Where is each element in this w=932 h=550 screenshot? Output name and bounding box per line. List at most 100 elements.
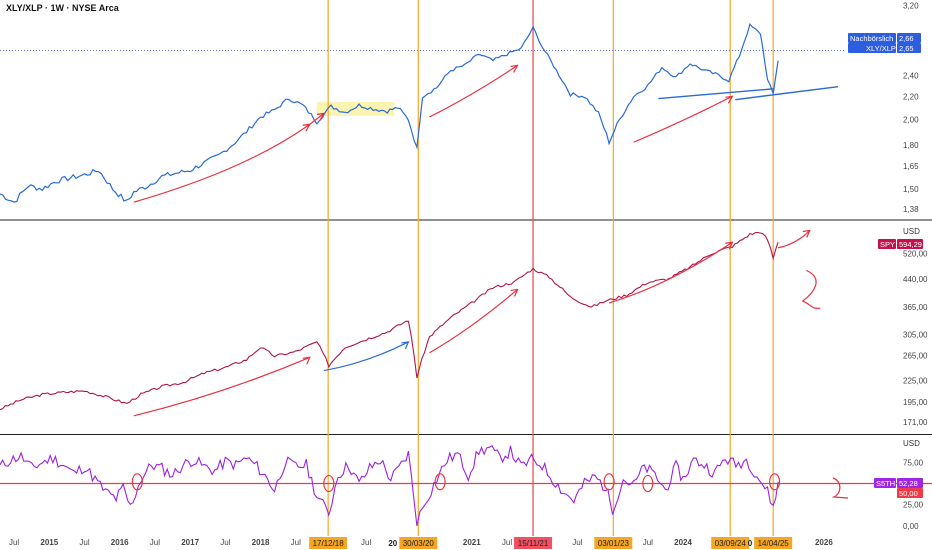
ratio-y-tick: 1,65 [903,162,919,171]
time-axis-tick: Jul [79,538,89,547]
ratio-y-tick: 2,20 [903,92,919,101]
annotation-arrow [777,230,811,249]
annotation-arrow [633,95,733,143]
ratio-y-tick: 2,00 [903,115,919,124]
time-marker-prefix: 20 [388,539,397,548]
ratio-series-line [0,23,779,203]
s5th-label-box [897,478,923,488]
support-trendline [658,88,775,100]
annotation-squiggle [801,269,821,309]
arrow-head [302,356,311,365]
time-marker-box [594,537,633,549]
time-axis-tick: 2015 [40,538,58,547]
time-marker-box [399,537,438,549]
annotation-arrow [133,123,311,203]
time-axis-tick: 2016 [111,538,129,547]
spy-y-tick: 520,00 [903,249,928,258]
spy-y-tick: 195,00 [903,398,928,407]
ratio-label-box [848,33,896,43]
time-axis-tick: 2026 [815,538,833,547]
s5th-currency-label: USD [903,439,920,448]
ratio-label-box [897,33,921,43]
spy-currency-label: USD [903,227,920,236]
arrow-head [725,241,734,250]
ratio-y-tick: 3,20 [903,2,919,11]
time-marker-label: 03/09/24 [715,539,747,548]
ratio-y-tick: 1,50 [903,185,919,194]
ratio-afterhours-label [848,33,921,43]
time-marker-label: 15/11/21 [518,539,549,548]
annotation-arrow [133,356,311,417]
spy-y-tick: 365,00 [903,303,928,312]
ratio-label-text: Nachbörslich [850,34,893,43]
time-marker-box [754,537,793,549]
annotation-arrow [429,288,518,354]
spy-label-box [897,239,923,249]
arrow-head [316,112,326,121]
spy-y-tick: 171,00 [903,418,928,427]
spy-y-tick: 265,00 [903,352,928,361]
ratio-label-value: 2,65 [899,44,914,53]
ratio-label-box [848,43,896,53]
annotation-arrow [429,64,518,118]
ratio-y-tick: 1,38 [903,205,919,214]
ratio-y-tick: 2,40 [903,71,919,80]
time-marker-label: 30/03/20 [403,539,435,548]
time-axis-tick: Jul [572,538,582,547]
spy-y-tick: 440,00 [903,275,928,284]
time-marker-box [711,537,750,549]
annotation-arrow [608,241,733,304]
time-axis-tick: Jul [643,538,653,547]
highlight-box [316,101,395,116]
spy-y-tick: 305,00 [903,330,928,339]
arrow-head [802,229,811,238]
time-marker-prefix: 0 [748,539,753,548]
time-axis-tick: Jul [150,538,160,547]
s5th-y-tick: 25,00 [903,501,924,510]
annotation-squiggle [831,477,849,499]
time-axis-tick: Jul [502,538,512,547]
time-axis-tick: Jul [361,538,371,547]
s5th-y-tick: 0,00 [903,522,919,531]
hline-label-value: 50,00 [899,489,918,498]
time-axis-tick: 2024 [674,538,692,547]
ratio-label-text: XLY/XLP [866,44,896,53]
time-axis-tick: 2018 [252,538,270,547]
time-axis-tick: Jul [220,538,230,547]
annotation-arrow [323,341,409,372]
support-trendline [735,85,839,101]
time-axis-tick: Jul [291,538,301,547]
spy-label-text: SPY [880,240,895,249]
arrow-head [510,64,519,73]
s5th-label-box [874,478,896,488]
annotation-circle [603,473,615,491]
annotation-circle [323,474,335,493]
annotation-arrow [309,112,325,125]
s5th-label-text: S5TH [876,479,895,488]
arrow-head [302,123,311,132]
time-marker-box [514,537,553,549]
arrow-head [401,341,410,350]
ratio-label-box [897,43,921,53]
arrow-head [510,288,519,297]
spy-label-box [878,239,896,249]
time-axis-tick: Jul [9,538,19,547]
time-marker-label: 14/04/25 [758,539,790,548]
annotation-circle [131,473,143,491]
annotation-circle [434,473,446,491]
s5th-series-line [0,444,779,526]
time-axis-tick: 2021 [463,538,481,547]
arrow-head [725,95,734,104]
ratio-label-value: 2,66 [899,34,914,43]
annotation-circle [769,473,781,491]
spy-series-line [0,231,779,411]
time-marker-label: 03/01/23 [598,539,630,548]
spy-label-value: 594,29 [899,240,922,249]
spy-y-tick: 225,00 [903,376,928,385]
chart-title: XLY/XLP · 1W · NYSE Arca [6,3,119,13]
s5th-label-value: 52,28 [899,479,918,488]
time-marker-box [309,537,348,549]
time-marker-label: 17/12/18 [313,539,345,548]
annotation-circle [642,474,654,493]
